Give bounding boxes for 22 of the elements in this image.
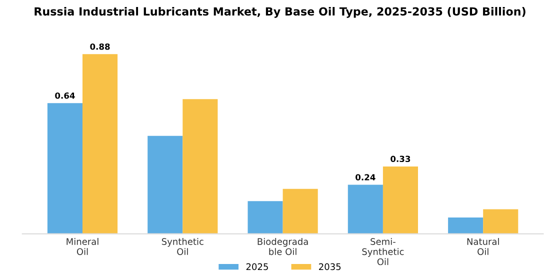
bar — [248, 201, 283, 234]
legend-label: 2035 — [319, 263, 341, 270]
bar — [282, 188, 318, 234]
chart-title: Russia Industrial Lubricants Market, By Base Oil Type, 2025-2035 (USD Billion) — [34, 7, 526, 18]
data-label: 0.24 — [356, 174, 376, 180]
data-label: 0.64 — [55, 92, 75, 99]
bar — [448, 217, 484, 234]
bar — [348, 184, 383, 234]
legend-label: 2025 — [246, 263, 268, 270]
data-label: 0.88 — [90, 43, 110, 50]
bar — [82, 54, 118, 234]
x-tick-label: Semi- Synthetic Oil — [362, 238, 404, 266]
bar — [382, 166, 418, 234]
x-tick-label: Natural Oil — [467, 238, 499, 256]
bar — [483, 209, 518, 234]
data-label: 0.33 — [390, 156, 410, 162]
bar — [47, 103, 82, 234]
bar — [148, 136, 183, 234]
bar — [182, 99, 218, 234]
x-tick-label: Mineral Oil — [66, 238, 98, 256]
x-tick-label: Synthetic Oil — [162, 238, 204, 256]
x-tick-label: Biodegrada ble Oil — [258, 238, 308, 256]
